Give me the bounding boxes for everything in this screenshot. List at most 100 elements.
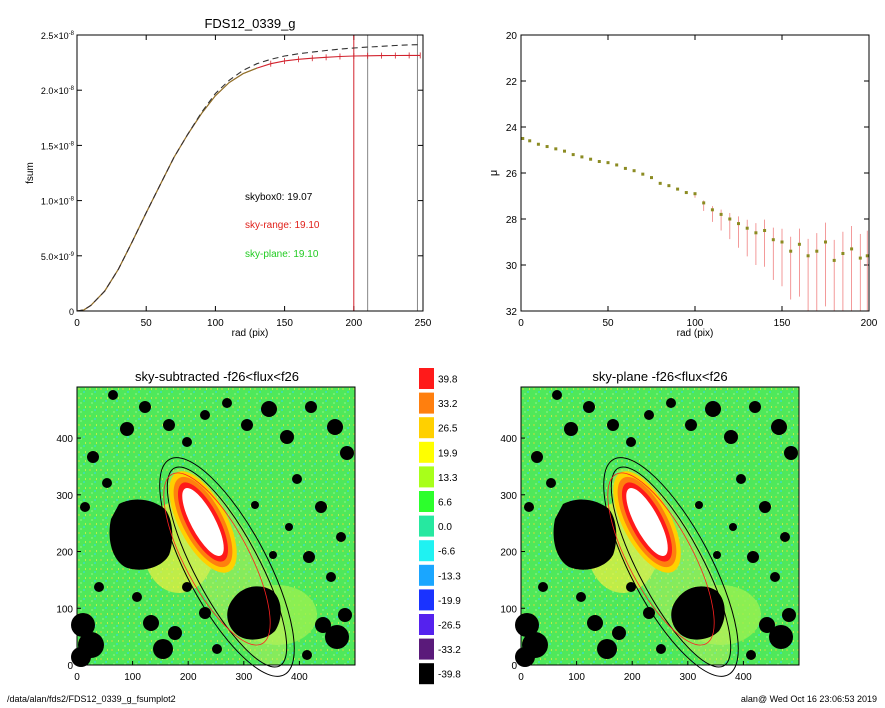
colorbar-swatch <box>419 540 434 562</box>
y-tick-label: 300 <box>500 491 517 502</box>
colorbar: 39.8 33.2 26.5 19.9 13.3 6.6 0.0 -6.6 -13.3 -19.9… <box>419 368 461 685</box>
colorbar-swatch <box>419 638 434 660</box>
colorbar-label: 0.0 <box>438 522 452 533</box>
y-tick-label: 5.0×10-9 <box>41 252 75 262</box>
dashed-reference-line <box>76 44 421 312</box>
y-tick-label: 1.0×10-8 <box>41 197 75 207</box>
data-point <box>865 254 869 258</box>
growth-chart-ylabel: fsum <box>25 162 36 184</box>
profile-chart-xlabel: rad (pix) <box>677 328 714 339</box>
data-point <box>658 181 662 185</box>
sky-range-annotation: sky-range: 19.10 <box>245 220 320 231</box>
x-tick-label: 0 <box>74 318 80 329</box>
growth-chart-frame <box>76 34 424 312</box>
data-point <box>667 184 671 188</box>
data-point <box>545 145 549 149</box>
profile-chart-frame <box>520 34 870 312</box>
y-tick-label: 300 <box>56 491 73 502</box>
data-point <box>650 176 653 180</box>
colorbar-swatch <box>419 466 434 488</box>
data-point <box>841 252 845 255</box>
colorbar-label: 33.2 <box>438 399 458 410</box>
curve-of-growth-line <box>76 54 421 312</box>
colorbar-swatch <box>419 392 434 414</box>
colorbar-swatch <box>419 441 434 463</box>
footer-path: /data/alan/fds2/FDS12_0339_g_fsumplot2 <box>7 694 176 704</box>
colorbar-swatch <box>419 589 434 611</box>
sky-subtracted-image-panel: sky-subtracted -f26<flux<f26 0 100 200 300 4… <box>56 369 356 694</box>
profile-chart-axes: 0 50 100 150 200 20 22 24 26 28 30 32 <box>506 31 878 329</box>
x-tick-label: 100 <box>207 318 224 329</box>
sky-plane-title: sky-plane -f26<flux<f26 <box>592 369 727 384</box>
skybox-annotation: skybox0: 19.07 <box>245 192 313 203</box>
y-tick-label: 32 <box>506 307 518 318</box>
sky-plane-curve-line <box>76 67 258 312</box>
y-tick-label: 0 <box>67 661 73 672</box>
y-tick-label: 400 <box>56 434 73 445</box>
colorbar-label: 6.6 <box>438 498 452 509</box>
y-tick-label: 28 <box>506 215 518 226</box>
x-tick-label: 200 <box>180 672 197 683</box>
sky-plane-frame <box>520 386 800 666</box>
y-tick-label: 22 <box>506 77 518 88</box>
x-tick-label: 0 <box>74 672 80 683</box>
colorbar-label: 26.5 <box>438 424 458 435</box>
x-tick-label: 200 <box>624 672 641 683</box>
colorbar-swatch <box>419 491 434 512</box>
colorbar-swatch <box>419 564 434 586</box>
x-tick-label: 200 <box>861 318 878 329</box>
data-point <box>797 242 801 246</box>
y-tick-label: 200 <box>500 548 517 559</box>
growth-chart-series <box>76 44 421 312</box>
data-point <box>571 153 575 157</box>
colorbar-label: -26.5 <box>438 621 461 632</box>
colorbar-label: -19.9 <box>438 596 461 607</box>
profile-panel: 0 50 100 150 200 20 22 24 26 28 30 32 rad (pix) μ <box>488 31 878 339</box>
data-point <box>521 137 525 140</box>
x-tick-label: 100 <box>568 672 585 683</box>
y-tick-label: 26 <box>506 169 518 180</box>
data-point <box>554 147 558 151</box>
data-point <box>693 192 697 196</box>
data-point <box>789 249 793 253</box>
data-point <box>676 187 680 191</box>
sky-plane-annotation: sky-plane: 19.10 <box>245 249 319 260</box>
y-tick-label: 24 <box>506 123 518 134</box>
colorbar-label: -6.6 <box>438 547 456 558</box>
growth-chart-vlines <box>353 35 418 311</box>
y-tick-label: 100 <box>500 604 517 615</box>
x-tick-label: 50 <box>141 318 153 329</box>
growth-chart-axes: 0 50 100 150 200 250 0 5.0×10-9 1.0×10-8 1.5×10-8… <box>41 31 432 329</box>
sky-plane-axes: 0 100 200 300 400 0 100 200 300 400 <box>500 434 752 683</box>
colorbar-label: 19.9 <box>438 448 458 459</box>
colorbar-swatch <box>419 614 434 635</box>
colorbar-swatch <box>419 515 434 537</box>
sky-plane-image-panel: sky-plane -f26<flux<f26 0 100 200 300 400 0 10… <box>500 369 800 694</box>
sky-subtracted-title: sky-subtracted -f26<flux<f26 <box>135 369 299 384</box>
x-tick-label: 300 <box>679 672 696 683</box>
y-tick-label: 400 <box>500 434 517 445</box>
growth-curve-panel: FDS12_0339_g 0 50 100 150 200 250 0 5.0×10-9 1.0… <box>25 16 432 339</box>
data-point <box>710 208 714 212</box>
data-point <box>623 166 627 170</box>
data-point <box>589 157 593 161</box>
y-tick-label: 2.0×10-8 <box>41 86 75 96</box>
x-tick-label: 0 <box>518 672 524 683</box>
data-point <box>606 161 610 165</box>
data-point <box>728 217 732 221</box>
y-tick-label: 20 <box>506 31 518 42</box>
data-point <box>850 247 854 251</box>
data-point <box>763 229 767 232</box>
data-point <box>815 249 819 253</box>
data-point <box>632 169 636 173</box>
y-tick-label: 0 <box>69 307 74 317</box>
data-point <box>745 226 749 230</box>
y-tick-label: 200 <box>56 548 73 559</box>
colorbar-label: -13.3 <box>438 571 461 582</box>
y-tick-label: 2.5×10-8 <box>41 31 75 41</box>
sky-subtracted-axes: 0 100 200 300 400 0 100 200 300 400 <box>56 434 308 683</box>
data-point <box>536 142 540 146</box>
data-point <box>858 256 862 260</box>
profile-chart-series <box>521 137 869 311</box>
y-tick-label: 30 <box>506 261 518 272</box>
